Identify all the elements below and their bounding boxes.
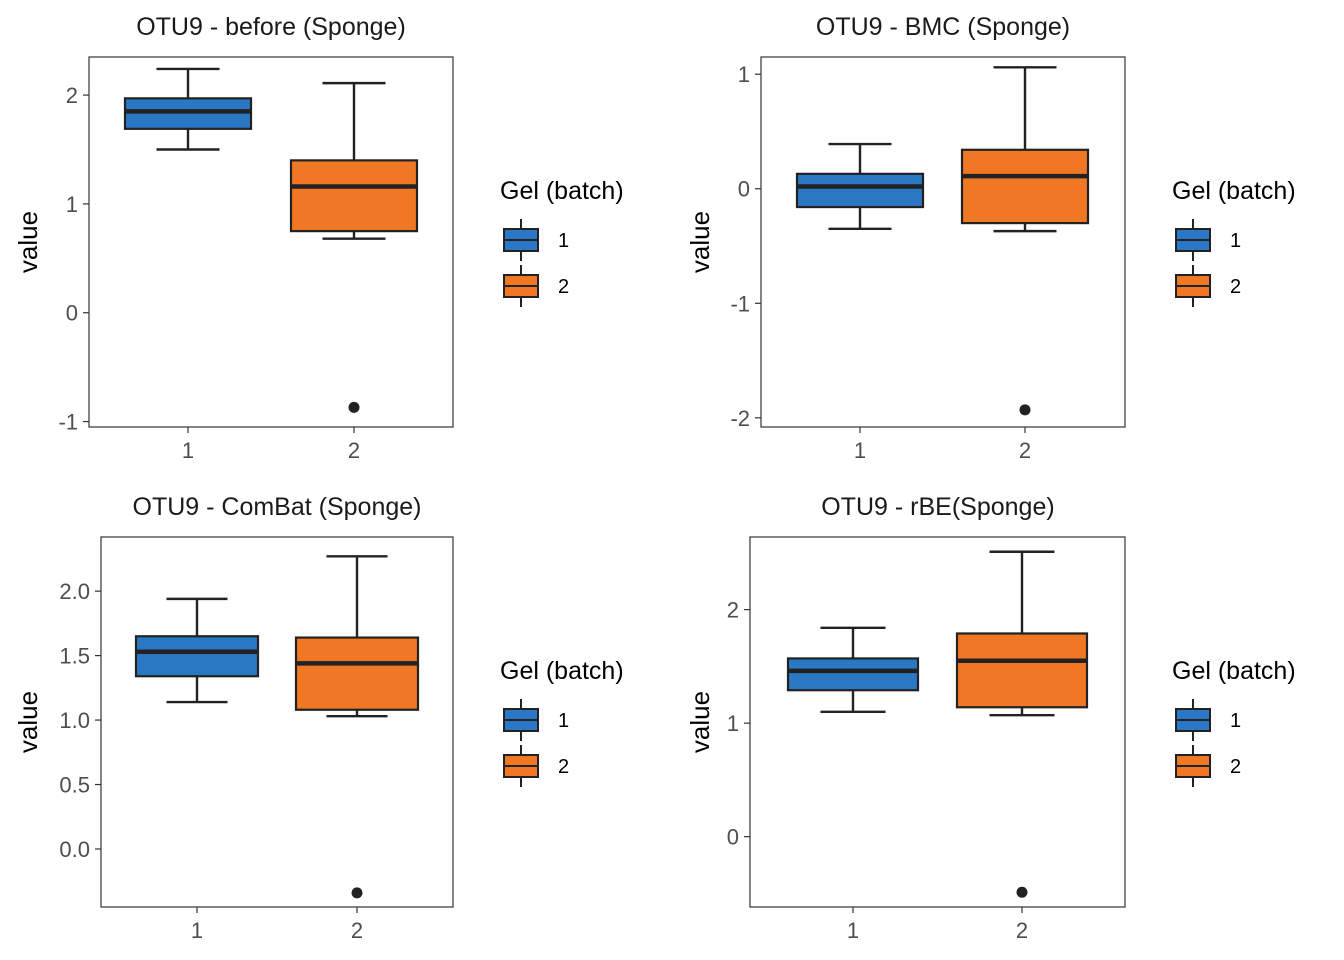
box-iqr bbox=[955, 632, 1089, 709]
boxplot-batch-2 bbox=[289, 81, 419, 413]
legend-key-2 bbox=[1175, 745, 1211, 787]
legend-title: Gel (batch) bbox=[1172, 657, 1296, 685]
outlier-point bbox=[1019, 404, 1031, 416]
y-tick-label: 1 bbox=[727, 711, 739, 736]
y-axis-label: value bbox=[13, 691, 43, 753]
boxplot-batch-1 bbox=[786, 626, 920, 713]
chart-title: OTU9 - rBE(Sponge) bbox=[821, 493, 1054, 521]
legend-entry-label: 1 bbox=[558, 710, 569, 732]
y-tick-label: 1 bbox=[66, 192, 78, 217]
y-tick-label: 0.5 bbox=[59, 773, 90, 798]
y-axis-label: value bbox=[13, 211, 43, 273]
x-tick-label: 2 bbox=[348, 438, 360, 463]
legend-key-2 bbox=[1175, 265, 1211, 307]
y-tick-label: 0 bbox=[727, 825, 739, 850]
x-tick-label: 2 bbox=[351, 918, 363, 943]
boxplot-batch-1 bbox=[795, 142, 925, 231]
box-iqr bbox=[294, 636, 420, 711]
chart-title: OTU9 - BMC (Sponge) bbox=[816, 13, 1070, 41]
legend-entry-label: 2 bbox=[1230, 276, 1241, 298]
x-tick-label: 1 bbox=[847, 918, 859, 943]
legend-title: Gel (batch) bbox=[1172, 177, 1296, 205]
legend-entry-label: 2 bbox=[558, 756, 569, 778]
chart-title: OTU9 - before (Sponge) bbox=[136, 13, 406, 41]
x-tick-label: 2 bbox=[1016, 918, 1028, 943]
legend-key-2 bbox=[503, 265, 539, 307]
legend-entry-label: 1 bbox=[1230, 230, 1241, 252]
boxplot-batch-1 bbox=[134, 597, 260, 704]
y-tick-label: 2.0 bbox=[59, 579, 90, 604]
legend-key-2 bbox=[503, 745, 539, 787]
y-tick-label: 1 bbox=[738, 62, 750, 87]
y-tick-label: -1 bbox=[730, 291, 750, 316]
y-tick-label: -1 bbox=[58, 410, 78, 435]
y-axis-label: value bbox=[685, 691, 715, 753]
outlier-point bbox=[351, 887, 363, 899]
boxplot-batch-2 bbox=[955, 550, 1089, 898]
y-axis-label: value bbox=[685, 211, 715, 273]
legend-key-1 bbox=[1175, 699, 1211, 741]
legend-entry-label: 2 bbox=[1230, 756, 1241, 778]
x-tick-label: 2 bbox=[1019, 438, 1031, 463]
y-tick-label: 1.0 bbox=[59, 708, 90, 733]
box-iqr bbox=[786, 657, 920, 692]
outlier-point bbox=[1016, 886, 1028, 898]
x-tick-label: 1 bbox=[854, 438, 866, 463]
y-tick-label: 2 bbox=[727, 598, 739, 623]
legend: Gel (batch) 1 2 bbox=[1172, 177, 1296, 307]
box-iqr bbox=[795, 172, 925, 209]
boxplot-batch-1 bbox=[123, 67, 253, 151]
legend-title: Gel (batch) bbox=[500, 177, 624, 205]
chart-title: OTU9 - ComBat (Sponge) bbox=[133, 493, 422, 521]
legend-key-1 bbox=[503, 219, 539, 261]
outlier-point bbox=[348, 401, 360, 413]
chart-panel-3: OTU9 - ComBat (Sponge) value 0.0 0.5 1.0 1.5 2… bbox=[13, 493, 624, 943]
legend-entry-label: 1 bbox=[558, 230, 569, 252]
x-tick-label: 1 bbox=[191, 918, 203, 943]
y-tick-label: 0 bbox=[66, 301, 78, 326]
legend-key-1 bbox=[503, 699, 539, 741]
y-tick-label: -2 bbox=[730, 406, 750, 431]
legend: Gel (batch) 1 2 bbox=[1172, 657, 1296, 787]
y-tick-label: 0 bbox=[738, 177, 750, 202]
y-tick-label: 2 bbox=[66, 83, 78, 108]
box-iqr bbox=[960, 148, 1090, 225]
legend-entry-label: 1 bbox=[1230, 710, 1241, 732]
legend: Gel (batch) 1 2 bbox=[500, 657, 624, 787]
box-iqr bbox=[134, 635, 260, 678]
legend: Gel (batch) 1 2 bbox=[500, 177, 624, 307]
x-tick-label: 1 bbox=[182, 438, 194, 463]
boxplot-batch-2 bbox=[960, 66, 1090, 416]
plot-panel-border bbox=[760, 56, 1126, 428]
plot-panel-border bbox=[100, 536, 454, 908]
y-tick-label: 0.0 bbox=[59, 837, 90, 862]
chart-panel-4: OTU9 - rBE(Sponge) value 0 1 2 1 2 Gel (batch) 1… bbox=[685, 493, 1296, 943]
legend-entry-label: 2 bbox=[558, 276, 569, 298]
boxplot-batch-2 bbox=[294, 555, 420, 899]
box-iqr bbox=[289, 159, 419, 233]
plot-panel-border bbox=[749, 536, 1126, 908]
legend-key-1 bbox=[1175, 219, 1211, 261]
legend-title: Gel (batch) bbox=[500, 657, 624, 685]
y-tick-label: 1.5 bbox=[59, 644, 90, 669]
